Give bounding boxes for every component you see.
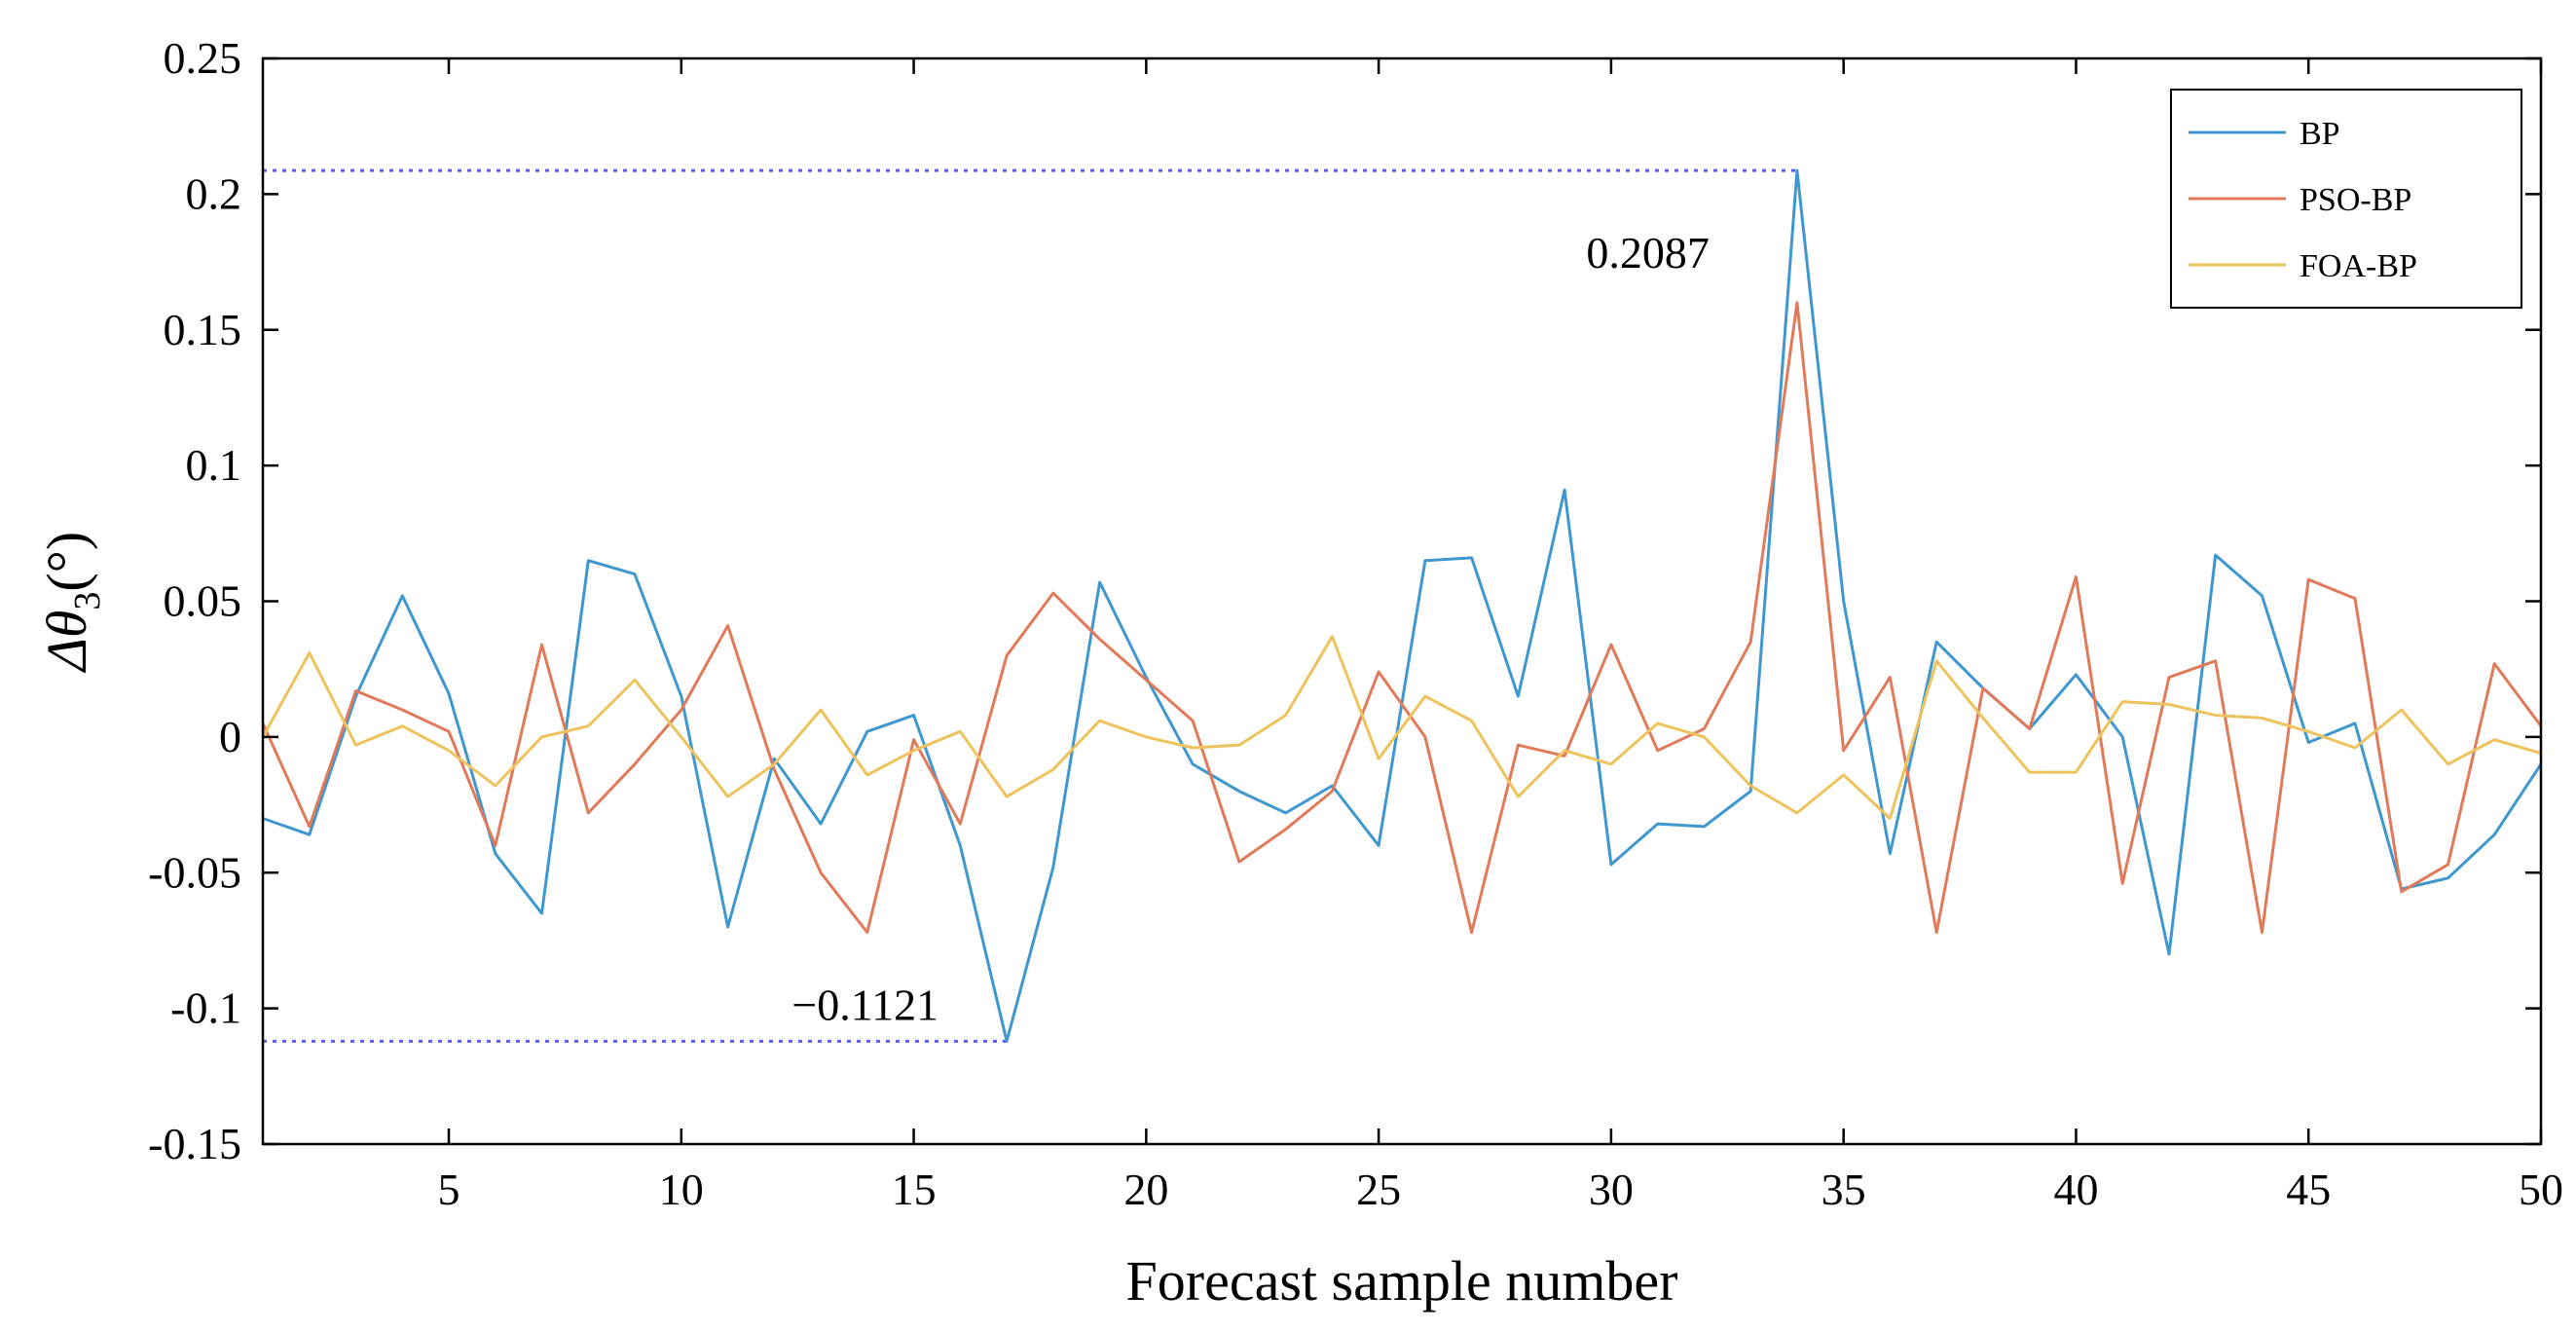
legend-label-foa-bp: FOA-BP	[2300, 248, 2417, 284]
y-tick-label: 0.15	[164, 305, 242, 354]
y-tick-label: 0.05	[164, 576, 242, 626]
min-annotation-label: −0.1121	[791, 980, 938, 1029]
legend-label-pso-bp: PSO-BP	[2300, 182, 2411, 218]
y-tick-label: -0.05	[148, 847, 241, 897]
x-tick-label: 15	[892, 1165, 937, 1214]
series-line-foa-bp	[261, 635, 2542, 820]
y-tick-label: 0.2	[186, 168, 242, 218]
x-tick-label: 35	[1822, 1165, 1866, 1214]
axis-ticks: -0.15 -0.1 -0.05 0 0.05 0.1 0.15 0.2 0.25 5 10 15 20…	[148, 33, 2563, 1214]
y-tick-label: 0.25	[164, 33, 242, 83]
y-axis-title: Δθ3(°)	[35, 532, 108, 673]
x-tick-label: 20	[1123, 1165, 1168, 1214]
y-tick-label: -0.15	[148, 1119, 241, 1168]
max-annotation-label: 0.2087	[1586, 228, 1710, 278]
x-tick-label: 5	[438, 1165, 460, 1214]
y-tick-label: -0.1	[170, 983, 241, 1033]
annotations: 0.2087 −0.1121	[791, 228, 1710, 1029]
y-axis-title-subscript: 3	[67, 592, 108, 610]
x-tick-label: 30	[1589, 1165, 1634, 1214]
legend-label-bp: BP	[2300, 116, 2340, 152]
legend: BP PSO-BP FOA-BP	[2170, 89, 2522, 309]
y-tick-label: 0	[219, 712, 241, 761]
y-tick-label: 0.1	[186, 440, 242, 490]
x-axis-title: Forecast sample number	[1126, 1249, 1678, 1313]
y-axis-title-main: Δθ	[35, 610, 98, 674]
y-axis-title-unit: (°)	[35, 532, 98, 592]
x-tick-label: 40	[2053, 1165, 2098, 1214]
series-lines	[261, 168, 2543, 1043]
x-tick-label: 10	[659, 1165, 704, 1214]
x-tick-label: 45	[2286, 1165, 2331, 1214]
x-tick-label: 50	[2519, 1165, 2563, 1214]
series-line-pso-bp	[261, 301, 2543, 935]
x-tick-label: 25	[1356, 1165, 1401, 1214]
reference-lines	[263, 168, 1797, 1043]
